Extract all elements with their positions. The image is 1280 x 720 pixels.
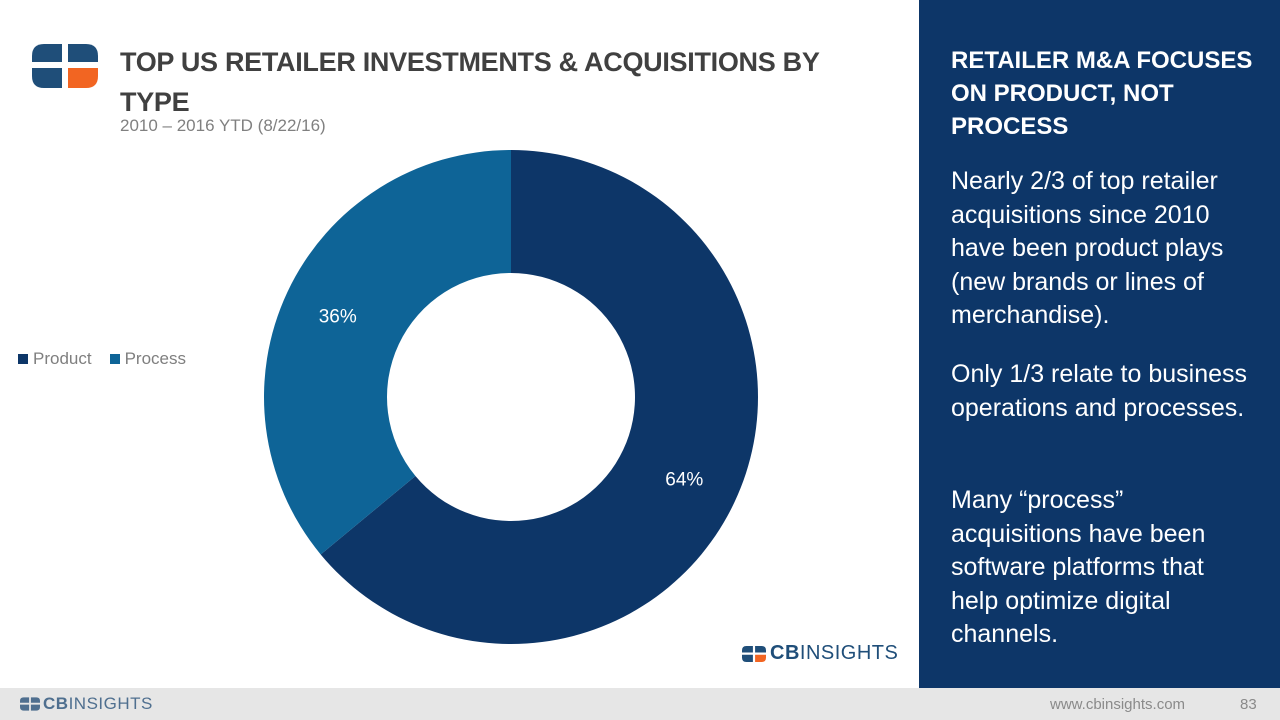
cb-logo-icon	[32, 44, 98, 88]
panel-paragraph-3: Many “process” acquisitions have been so…	[951, 486, 1206, 648]
donut-slice-product	[320, 150, 758, 644]
legend-label-product: Product	[33, 349, 92, 368]
footer-cb-mark-icon	[20, 697, 40, 711]
legend-item-product: Product	[18, 349, 92, 369]
footer: CBINSIGHTS www.cbinsights.com 83	[0, 688, 1280, 720]
cb-mark-icon	[742, 645, 766, 662]
panel-paragraph-2: Only 1/3 relate to business operations a…	[951, 360, 1247, 422]
insight-panel: RETAILER M&A FOCUSES ON PRODUCT, NOT PRO…	[919, 0, 1280, 688]
legend-swatch-process	[109, 354, 120, 364]
legend-item-process: Process	[109, 349, 187, 369]
footer-url[interactable]: www.cbinsights.com	[1050, 696, 1186, 713]
legend-label-process: Process	[124, 349, 187, 368]
footer-logo: CBINSIGHTS	[20, 694, 153, 714]
cb-insights-chart-logo: CBINSIGHTS	[742, 642, 898, 665]
page-subtitle: 2010 – 2016 YTD (8/22/16)	[120, 116, 326, 135]
cb-insights-wordmark: CBINSIGHTS	[770, 642, 899, 664]
slice-label-product: 64%	[665, 470, 703, 491]
legend-swatch-product	[18, 354, 28, 364]
panel-title: RETAILER M&A FOCUSES ON PRODUCT, NOT PRO…	[951, 47, 1253, 140]
slice-label-process: 36%	[319, 306, 357, 327]
donut-slice-process	[264, 150, 511, 555]
page-number: 83	[1240, 696, 1257, 713]
chart-legend: Product Process	[18, 349, 186, 369]
page-title: TOP US RETAILER INVESTMENTS & ACQUISITIO…	[120, 47, 820, 117]
footer-wordmark: CBINSIGHTS	[43, 694, 153, 713]
donut-chart: 64% 36%	[264, 150, 758, 644]
panel-paragraph-1: Nearly 2/3 of top retailer acquisitions …	[951, 167, 1224, 329]
